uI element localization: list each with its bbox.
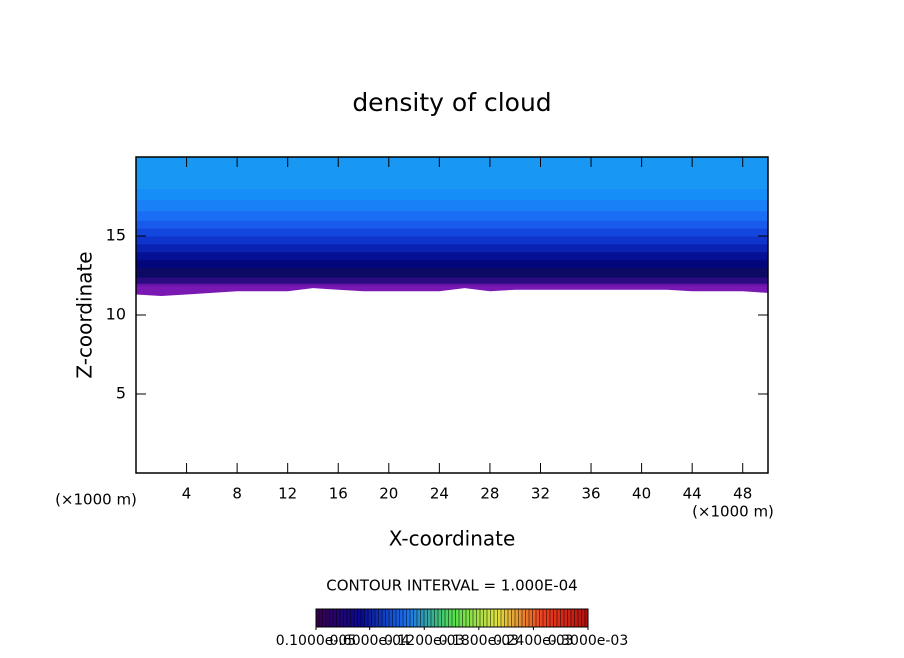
- contour-interval: CONTOUR INTERVAL = 1.000E-04: [326, 577, 577, 595]
- y-tick-label: 15: [106, 226, 126, 245]
- contour-band: [136, 228, 768, 237]
- cloud-base-area: [136, 283, 768, 297]
- x-tick-label: 36: [581, 485, 600, 503]
- colorbar-label: 0.1200e-03: [384, 633, 464, 649]
- chart-title: density of cloud: [352, 88, 551, 117]
- contour-band: [136, 267, 768, 278]
- x-tick-label: 8: [232, 485, 242, 503]
- contour-band: [136, 157, 768, 190]
- x-axis-label: X-coordinate: [389, 527, 516, 551]
- y-unit: (×1000 m): [55, 491, 137, 509]
- y-axis-label: Z-coordinate: [73, 251, 97, 378]
- contour-band: [136, 243, 768, 253]
- x-tick-label: 20: [379, 485, 398, 503]
- colorbar-label: 0.3000e-03: [548, 633, 628, 649]
- y-tick-label: 10: [106, 305, 126, 324]
- contour-band: [136, 283, 768, 287]
- contour-band: [136, 259, 768, 269]
- x-tick-label: 12: [278, 485, 297, 503]
- contour-band: [136, 210, 768, 221]
- colorbar-label: 0.1800e-03: [439, 633, 519, 649]
- x-tick-label: 16: [329, 485, 348, 503]
- colorbar-label: 0.1000e-05: [276, 633, 356, 649]
- contour-band: [136, 236, 768, 245]
- contour-band: [136, 277, 768, 284]
- y-tick-label: 5: [116, 384, 126, 403]
- colorbar-label: 0.2400e-03: [493, 633, 573, 649]
- x-tick-label: 4: [182, 485, 192, 503]
- contour-band: [136, 220, 768, 229]
- x-tick-label: 40: [632, 485, 651, 503]
- x-tick-label: 48: [733, 485, 752, 503]
- x-unit: (×1000 m): [692, 503, 774, 521]
- x-tick-label: 28: [480, 485, 499, 503]
- contour-band: [136, 199, 768, 212]
- x-tick-label: 32: [531, 485, 550, 503]
- x-tick-label: 44: [683, 485, 702, 503]
- contour-band: [136, 251, 768, 261]
- x-tick-label: 24: [430, 485, 449, 503]
- contour-band: [136, 188, 768, 201]
- colorbar-label: 0.6000e-04: [329, 633, 410, 649]
